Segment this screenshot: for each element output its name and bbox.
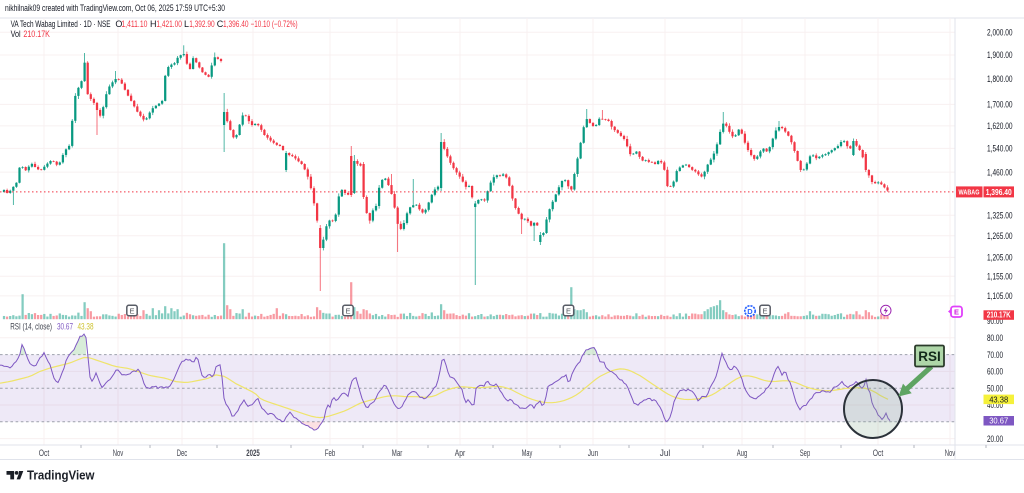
svg-text:60.00: 60.00 — [987, 367, 1003, 377]
svg-text:E: E — [129, 307, 134, 316]
svg-text:TradingView: TradingView — [27, 469, 95, 483]
svg-text:1,392.90: 1,392.90 — [189, 19, 215, 29]
svg-text:70.00: 70.00 — [987, 350, 1003, 360]
svg-text:1,396.40: 1,396.40 — [223, 19, 249, 29]
svg-text:1,900.00: 1,900.00 — [987, 50, 1013, 60]
svg-text:2,000.00: 2,000.00 — [987, 27, 1013, 37]
svg-text:−10.10 (−0.72%): −10.10 (−0.72%) — [251, 19, 298, 29]
svg-text:Jun: Jun — [588, 448, 599, 458]
svg-text:C: C — [217, 19, 224, 29]
svg-text:RSI (14, close): RSI (14, close) — [10, 322, 52, 332]
svg-text:Dec: Dec — [177, 448, 188, 458]
svg-text:1,411.10: 1,411.10 — [121, 19, 147, 29]
svg-text:VA Tech Wabag Limited · 1D · N: VA Tech Wabag Limited · 1D · NSE — [11, 19, 111, 29]
svg-text:210.17K: 210.17K — [987, 310, 1012, 320]
svg-text:L: L — [184, 19, 189, 29]
svg-text:Apr: Apr — [455, 448, 466, 458]
svg-text:90.00: 90.00 — [987, 316, 1003, 326]
svg-text:E: E — [345, 307, 350, 316]
svg-text:1,325.00: 1,325.00 — [987, 210, 1013, 220]
svg-text:E: E — [762, 307, 767, 316]
svg-text:WABAG: WABAG — [959, 188, 980, 197]
svg-text:2025: 2025 — [246, 448, 260, 458]
svg-text:40.00: 40.00 — [987, 400, 1003, 410]
svg-text:Feb: Feb — [325, 448, 336, 458]
svg-text:210.17K: 210.17K — [23, 29, 50, 39]
svg-text:80.00: 80.00 — [987, 333, 1003, 343]
svg-text:1,105.00: 1,105.00 — [987, 291, 1013, 301]
svg-text:D: D — [747, 307, 753, 316]
svg-text:43.38: 43.38 — [78, 322, 94, 332]
svg-text:1,205.00: 1,205.00 — [987, 253, 1013, 263]
svg-text:Nov: Nov — [113, 448, 124, 458]
svg-text:H: H — [150, 19, 157, 29]
svg-text:Aug: Aug — [737, 448, 748, 458]
svg-text:Oct: Oct — [39, 448, 50, 458]
svg-text:May: May — [522, 448, 533, 458]
svg-text:1,540.00: 1,540.00 — [987, 144, 1013, 154]
svg-text:Oct: Oct — [873, 448, 884, 458]
svg-text:30.67: 30.67 — [57, 322, 73, 332]
svg-text:Mar: Mar — [392, 448, 403, 458]
svg-text:1,155.00: 1,155.00 — [987, 271, 1013, 281]
svg-text:43.38: 43.38 — [989, 394, 1008, 404]
svg-text:1,620.00: 1,620.00 — [987, 121, 1013, 131]
svg-text:1,421.00: 1,421.00 — [156, 19, 182, 29]
svg-text:50.00: 50.00 — [987, 383, 1003, 393]
svg-text:Vol: Vol — [11, 29, 21, 39]
svg-text:1,700.00: 1,700.00 — [987, 100, 1013, 110]
svg-text:nikhilnaik09 created with Trad: nikhilnaik09 created with TradingView.co… — [5, 3, 225, 13]
svg-text:O: O — [115, 19, 122, 29]
svg-text:1,800.00: 1,800.00 — [987, 74, 1013, 84]
svg-text:E: E — [954, 308, 959, 317]
svg-text:1,460.00: 1,460.00 — [987, 167, 1013, 177]
svg-text:Sep: Sep — [800, 448, 811, 458]
svg-text:Jul: Jul — [660, 448, 671, 458]
svg-text:E: E — [566, 307, 571, 316]
svg-text:20.00: 20.00 — [987, 434, 1003, 444]
svg-text:RSI: RSI — [918, 349, 941, 364]
svg-text:30.67: 30.67 — [989, 416, 1008, 426]
svg-text:1,265.00: 1,265.00 — [987, 231, 1013, 241]
svg-text:1,396.40: 1,396.40 — [986, 187, 1012, 197]
svg-text:Nov: Nov — [945, 448, 956, 458]
